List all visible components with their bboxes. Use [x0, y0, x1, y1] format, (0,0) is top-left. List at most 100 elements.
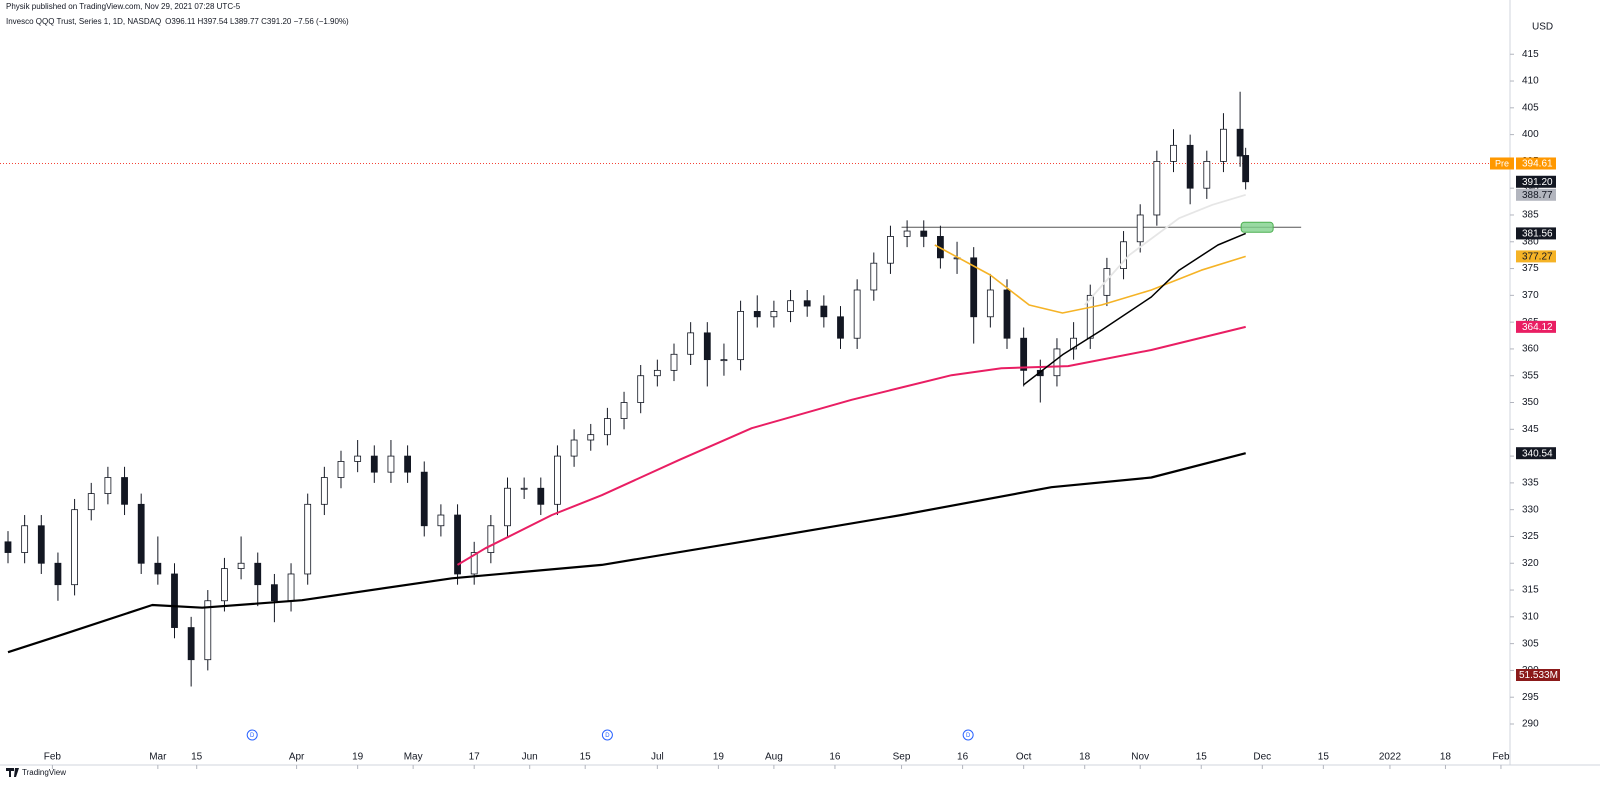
y-tick-label: 410 — [1522, 76, 1539, 87]
dividend-marker — [246, 729, 258, 741]
candle-body — [1220, 128, 1227, 162]
dividend-marker — [601, 729, 613, 741]
x-tick-label: May — [404, 752, 423, 763]
x-tick-label: Feb — [1492, 752, 1510, 763]
dividend-marker — [962, 729, 974, 741]
candle-body — [1236, 128, 1244, 157]
x-tick-label: Feb — [44, 752, 62, 763]
candle-body — [1153, 160, 1161, 216]
y-tick-label: 305 — [1522, 638, 1539, 649]
candle-body — [121, 477, 128, 505]
x-tick-label: 17 — [469, 752, 481, 763]
candle-body — [837, 316, 844, 339]
dividend-label: D — [605, 733, 610, 739]
candle-body — [820, 305, 828, 318]
candle-body — [270, 584, 278, 602]
candle-body — [1070, 337, 1078, 350]
price-tag-label: 391.20 — [1522, 177, 1553, 188]
candle-body — [687, 332, 695, 355]
candle-body — [803, 300, 811, 307]
symbol-title: Invesco QQQ Trust, Series 1, 1D, NASDAQ O… — [6, 17, 349, 26]
candle-body — [221, 568, 228, 602]
y-tick-label: 390 — [1522, 183, 1539, 194]
moving-average — [456, 325, 1246, 566]
candle-body — [320, 477, 328, 505]
candle-body — [187, 627, 195, 661]
y-tick-label: 310 — [1522, 611, 1539, 622]
y-tick-label: 405 — [1522, 102, 1539, 113]
candle-body — [487, 525, 495, 553]
candle-body — [670, 353, 678, 371]
candle-body — [920, 230, 928, 237]
y-tick-label: 335 — [1522, 478, 1539, 489]
price-tag-label: 340.54 — [1522, 448, 1553, 459]
candle-body — [703, 332, 711, 361]
x-tick-label: Nov — [1131, 752, 1149, 763]
candle-body — [304, 503, 312, 575]
candle-body — [204, 600, 212, 661]
x-tick-label: 15 — [1196, 752, 1208, 763]
candle-body — [1020, 337, 1028, 371]
candle-body — [387, 455, 395, 473]
candle-body — [753, 311, 761, 318]
y-tick-label: 380 — [1522, 236, 1539, 247]
candle-body — [1086, 294, 1094, 339]
x-tick-label: 15 — [191, 752, 203, 763]
candle-body — [137, 503, 145, 564]
candle-body — [770, 311, 778, 318]
candle-body — [853, 289, 861, 339]
price-tag-prefix-label: Pre — [1495, 158, 1509, 168]
x-tick-label: 15 — [580, 752, 592, 763]
candle-body — [570, 439, 578, 457]
moving-average — [1084, 193, 1246, 306]
x-tick-label: Sep — [893, 752, 911, 763]
candle-body — [337, 461, 345, 478]
candle-body — [87, 493, 95, 511]
candle-body — [254, 562, 262, 586]
y-tick-label: 325 — [1522, 531, 1539, 542]
x-tick-label: Jul — [651, 752, 664, 763]
y-tick-label: 370 — [1522, 290, 1539, 301]
footer-logo — [6, 768, 19, 777]
x-tick-label: 16 — [957, 752, 969, 763]
candle-body — [1120, 241, 1127, 269]
candle-body — [104, 477, 112, 494]
y-tick-label: 345 — [1522, 424, 1539, 435]
candle-body — [887, 236, 894, 264]
candle-body — [1136, 214, 1144, 243]
candle-body — [1203, 160, 1211, 189]
candle-body — [1053, 348, 1061, 377]
candle-body — [21, 525, 29, 553]
x-tick-label: Jun — [522, 752, 538, 763]
candle-body — [71, 509, 78, 586]
candle-body — [1186, 144, 1194, 189]
x-tick-label: 19 — [713, 752, 725, 763]
candle-body — [370, 455, 378, 473]
candle-body — [637, 375, 645, 403]
y-tick-label: 360 — [1522, 344, 1539, 355]
price-tag-label: 364.12 — [1522, 322, 1553, 333]
candle-body — [287, 573, 295, 602]
price-tag — [1516, 188, 1556, 201]
y-tick-label: 330 — [1522, 504, 1539, 515]
price-tag-label: 381.56 — [1522, 229, 1553, 240]
candle-body — [554, 455, 561, 505]
x-tick-label: 18 — [1440, 752, 1452, 763]
y-tick-label: 315 — [1522, 585, 1539, 596]
x-tick-label: Oct — [1016, 752, 1032, 763]
candle-body — [986, 289, 994, 318]
candle-body — [520, 487, 528, 490]
y-tick-label: 385 — [1522, 210, 1539, 221]
x-tick-label: Dec — [1253, 752, 1271, 763]
y-tick-label: 350 — [1522, 397, 1539, 408]
price-tag-label: 388.77 — [1522, 190, 1553, 201]
price-tag — [1516, 175, 1556, 188]
candle-body — [37, 525, 45, 564]
y-tick-label: 320 — [1522, 558, 1539, 569]
y-tick-label: 355 — [1522, 370, 1539, 381]
x-tick-label: 2022 — [1379, 752, 1402, 763]
candle-body — [504, 487, 511, 527]
candle-body — [420, 471, 428, 527]
candle-body — [1003, 289, 1011, 339]
volume-tag-label: 51.533M — [1519, 670, 1558, 681]
